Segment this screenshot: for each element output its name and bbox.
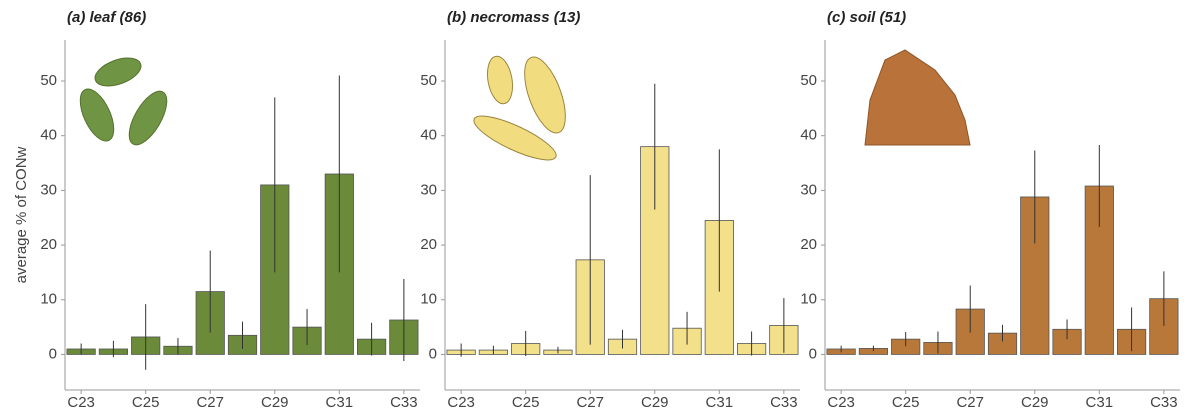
x-tick-label: C25 [512, 394, 540, 410]
x-tick-label: C31 [326, 394, 354, 410]
y-tick-label: 30 [420, 181, 437, 198]
y-tick-label: 10 [800, 291, 817, 308]
x-tick-label: C23 [827, 394, 855, 410]
x-tick-label: C31 [1086, 394, 1114, 410]
y-tick-label: 20 [40, 236, 57, 253]
y-tick-label: 50 [40, 72, 57, 89]
y-tick-label: 10 [420, 291, 437, 308]
panel-title: (a) leaf (86) [67, 9, 146, 26]
y-axis-label: average % of CONw [13, 146, 30, 283]
x-tick-label: C27 [576, 394, 604, 410]
necromass-icon [473, 55, 566, 161]
x-tick-label: C23 [67, 394, 95, 410]
panel-title: (b) necromass (13) [447, 9, 580, 26]
x-tick-label: C25 [132, 394, 160, 410]
x-tick-label: C27 [196, 394, 224, 410]
y-tick-label: 30 [800, 181, 817, 198]
y-tick-label: 20 [420, 236, 437, 253]
x-tick-label: C23 [447, 394, 475, 410]
x-tick-label: C33 [770, 394, 798, 410]
y-tick-label: 40 [800, 127, 817, 144]
x-tick-label: C31 [706, 394, 734, 410]
x-tick-label: C29 [641, 394, 669, 410]
soil-icon [864, 49, 971, 146]
x-tick-label: C33 [1150, 394, 1178, 410]
y-tick-label: 0 [49, 345, 57, 362]
y-tick-label: 30 [40, 181, 57, 198]
x-tick-label: C29 [1021, 394, 1049, 410]
y-tick-label: 20 [800, 236, 817, 253]
x-tick-label: C33 [390, 394, 418, 410]
y-tick-label: 0 [809, 345, 817, 362]
x-tick-label: C25 [892, 394, 920, 410]
y-tick-label: 50 [420, 72, 437, 89]
y-tick-label: 0 [429, 345, 437, 362]
leaf-icon [79, 57, 168, 146]
panel-title: (c) soil (51) [827, 9, 906, 26]
y-tick-label: 10 [40, 291, 57, 308]
y-tick-label: 50 [800, 72, 817, 89]
y-tick-label: 40 [420, 127, 437, 144]
y-tick-label: 40 [40, 127, 57, 144]
x-tick-label: C29 [261, 394, 289, 410]
x-tick-label: C27 [956, 394, 984, 410]
